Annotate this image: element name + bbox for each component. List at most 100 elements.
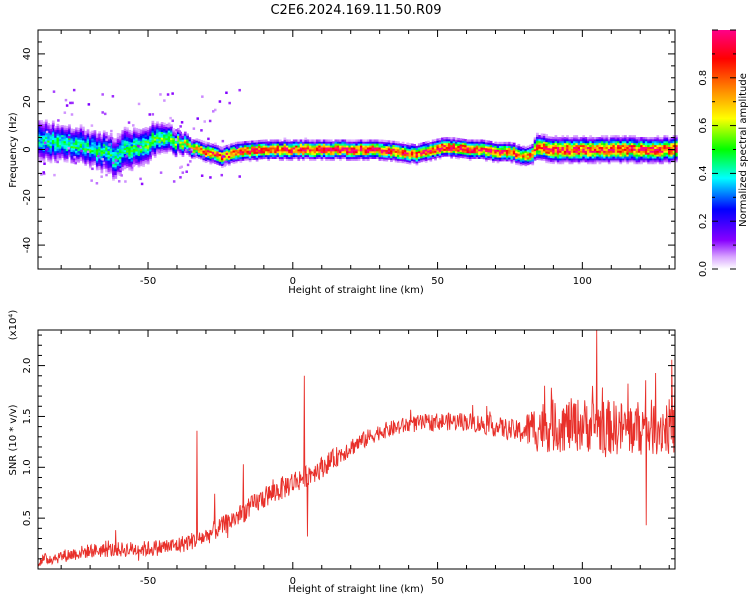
heatmap-cell <box>139 154 143 157</box>
heatmap-cell <box>288 152 291 156</box>
heatmap-cell <box>151 138 155 141</box>
heatmap-cell <box>153 124 157 128</box>
heatmap-cell <box>86 133 90 136</box>
heatmap-cell <box>359 147 363 150</box>
heatmap-cell <box>591 144 595 148</box>
heatmap-cell <box>183 146 187 150</box>
heatmap-cell <box>533 141 537 144</box>
heatmap-cell <box>54 147 57 150</box>
heatmap-cell <box>580 138 583 142</box>
heatmap-cell <box>598 160 602 163</box>
heatmap-cell <box>121 158 125 162</box>
heatmap-cell <box>670 142 674 146</box>
heatmap-cell <box>151 134 155 137</box>
heatmap-cell <box>441 145 444 148</box>
heatmap-cell <box>121 156 125 160</box>
heatmap-cell <box>193 151 196 154</box>
heatmap-cell <box>596 138 599 142</box>
heatmap-cell <box>392 140 396 144</box>
heatmap-cell <box>320 143 324 146</box>
heatmap-speckle <box>151 152 154 155</box>
heatmap-cell <box>102 132 106 135</box>
heatmap-cell <box>663 144 667 148</box>
heatmap-cell <box>258 139 261 143</box>
heatmap-cell <box>670 150 674 153</box>
heatmap-cell <box>214 148 217 151</box>
heatmap-cell <box>216 156 220 160</box>
heatmap-cell <box>663 152 667 155</box>
heatmap-cell <box>322 141 326 144</box>
heatmap-cell <box>656 137 660 140</box>
heatmap-cell <box>554 135 558 138</box>
heatmap-cell <box>614 142 618 146</box>
heatmap-cell <box>371 139 375 142</box>
heatmap-cell <box>58 125 62 128</box>
heatmap-cell <box>207 142 210 145</box>
heatmap-cell <box>531 153 535 156</box>
heatmap-cell <box>70 140 74 143</box>
heatmap-cell <box>283 145 287 148</box>
heatmap-cell <box>353 145 356 148</box>
heatmap-cell <box>417 145 421 148</box>
heatmap-cell <box>132 148 136 151</box>
heatmap-cell <box>119 135 122 138</box>
heatmap-cell <box>348 149 352 152</box>
heatmap-cell <box>91 145 94 149</box>
heatmap-cell <box>343 141 347 144</box>
heatmap-cell <box>401 155 405 158</box>
heatmap-cell <box>373 143 377 146</box>
heatmap-cell <box>362 145 366 148</box>
heatmap-speckle <box>202 155 206 159</box>
heatmap-cell <box>512 150 516 153</box>
heatmap-cell <box>278 158 282 161</box>
heatmap-cell <box>325 141 328 144</box>
heatmap-cell <box>304 143 308 146</box>
heatmap-cell <box>408 160 412 163</box>
heatmap-cell <box>570 148 574 151</box>
heatmap-cell <box>95 135 99 138</box>
heatmap-cell <box>58 150 62 153</box>
heatmap-cell <box>77 141 81 144</box>
heatmap-cell <box>573 158 576 161</box>
heatmap-cell <box>647 137 650 140</box>
heatmap-cell <box>88 158 92 161</box>
heatmap-cell <box>82 134 85 137</box>
heatmap-cell <box>260 151 264 154</box>
heatmap-cell <box>510 155 514 158</box>
heatmap-cell <box>350 152 354 156</box>
heatmap-cell <box>397 146 400 150</box>
heatmap-cell <box>448 138 451 142</box>
heatmap-speckle <box>70 113 74 116</box>
heatmap-cell <box>88 139 92 142</box>
heatmap-cell <box>309 145 312 148</box>
heatmap-cell <box>591 158 595 161</box>
heatmap-cell <box>246 150 250 153</box>
heatmap-cell <box>262 154 266 158</box>
heatmap-cell <box>38 131 41 135</box>
heatmap-cell <box>237 155 240 158</box>
heatmap-cell <box>399 160 403 163</box>
heatmap-cell <box>644 138 648 142</box>
heatmap-cell <box>297 145 301 148</box>
heatmap-cell <box>397 158 400 161</box>
heatmap-cell <box>121 160 125 164</box>
heatmap-cell <box>153 155 157 158</box>
heatmap-cell <box>473 149 477 152</box>
heatmap-cell <box>529 160 532 163</box>
heatmap-cell <box>297 156 301 159</box>
heatmap-cell <box>492 158 495 161</box>
heatmap-cell <box>292 139 296 142</box>
heatmap-cell <box>607 154 611 157</box>
heatmap-cell <box>445 140 449 144</box>
heatmap-cell <box>112 155 115 158</box>
heatmap-speckle <box>87 103 91 106</box>
heatmap-cell <box>353 152 356 156</box>
heatmap-cell <box>288 158 291 161</box>
heatmap-cell <box>260 155 264 158</box>
heatmap-cell <box>626 148 630 151</box>
heatmap-cell <box>519 158 523 161</box>
heatmap-cell <box>668 161 671 165</box>
heatmap-cell <box>179 145 183 148</box>
heatmap-cell <box>610 135 613 138</box>
heatmap-cell <box>218 149 222 153</box>
